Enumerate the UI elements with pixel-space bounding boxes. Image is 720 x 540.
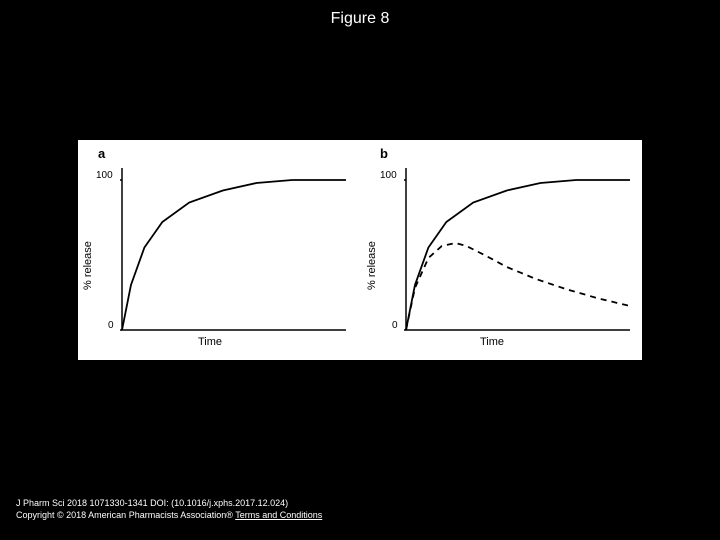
panel-a-ytick-top: 100 xyxy=(96,170,113,181)
footer-copyright: Copyright © 2018 American Pharmacists As… xyxy=(16,510,235,520)
panel-b-label: b xyxy=(380,146,388,161)
page-root: Figure 8 a b % release % release Time Ti… xyxy=(0,0,720,540)
panel-a-svg xyxy=(120,166,348,332)
panel-a-plot xyxy=(120,166,348,332)
footer-copyright-line: Copyright © 2018 American Pharmacists As… xyxy=(16,509,322,522)
panel-a-xlabel: Time xyxy=(198,336,222,348)
chart-area: a b % release % release Time Time 100 0 … xyxy=(78,140,642,360)
terms-link[interactable]: Terms and Conditions xyxy=(235,510,322,520)
panel-b-plot xyxy=(404,166,632,332)
panel-b-svg xyxy=(404,166,632,332)
panel-b-ylabel: % release xyxy=(366,278,378,290)
panel-b-ytick-bottom: 0 xyxy=(392,320,398,331)
panel-b-ytick-top: 100 xyxy=(380,170,397,181)
panel-b-xlabel: Time xyxy=(480,336,504,348)
panel-a-label: a xyxy=(98,146,105,161)
footer: J Pharm Sci 2018 1071330-1341 DOI: (10.1… xyxy=(16,497,322,522)
footer-citation: J Pharm Sci 2018 1071330-1341 DOI: (10.1… xyxy=(16,497,322,510)
figure-title: Figure 8 xyxy=(0,10,720,28)
panel-a-ytick-bottom: 0 xyxy=(108,320,114,331)
panel-a-ylabel: % release xyxy=(82,278,94,290)
